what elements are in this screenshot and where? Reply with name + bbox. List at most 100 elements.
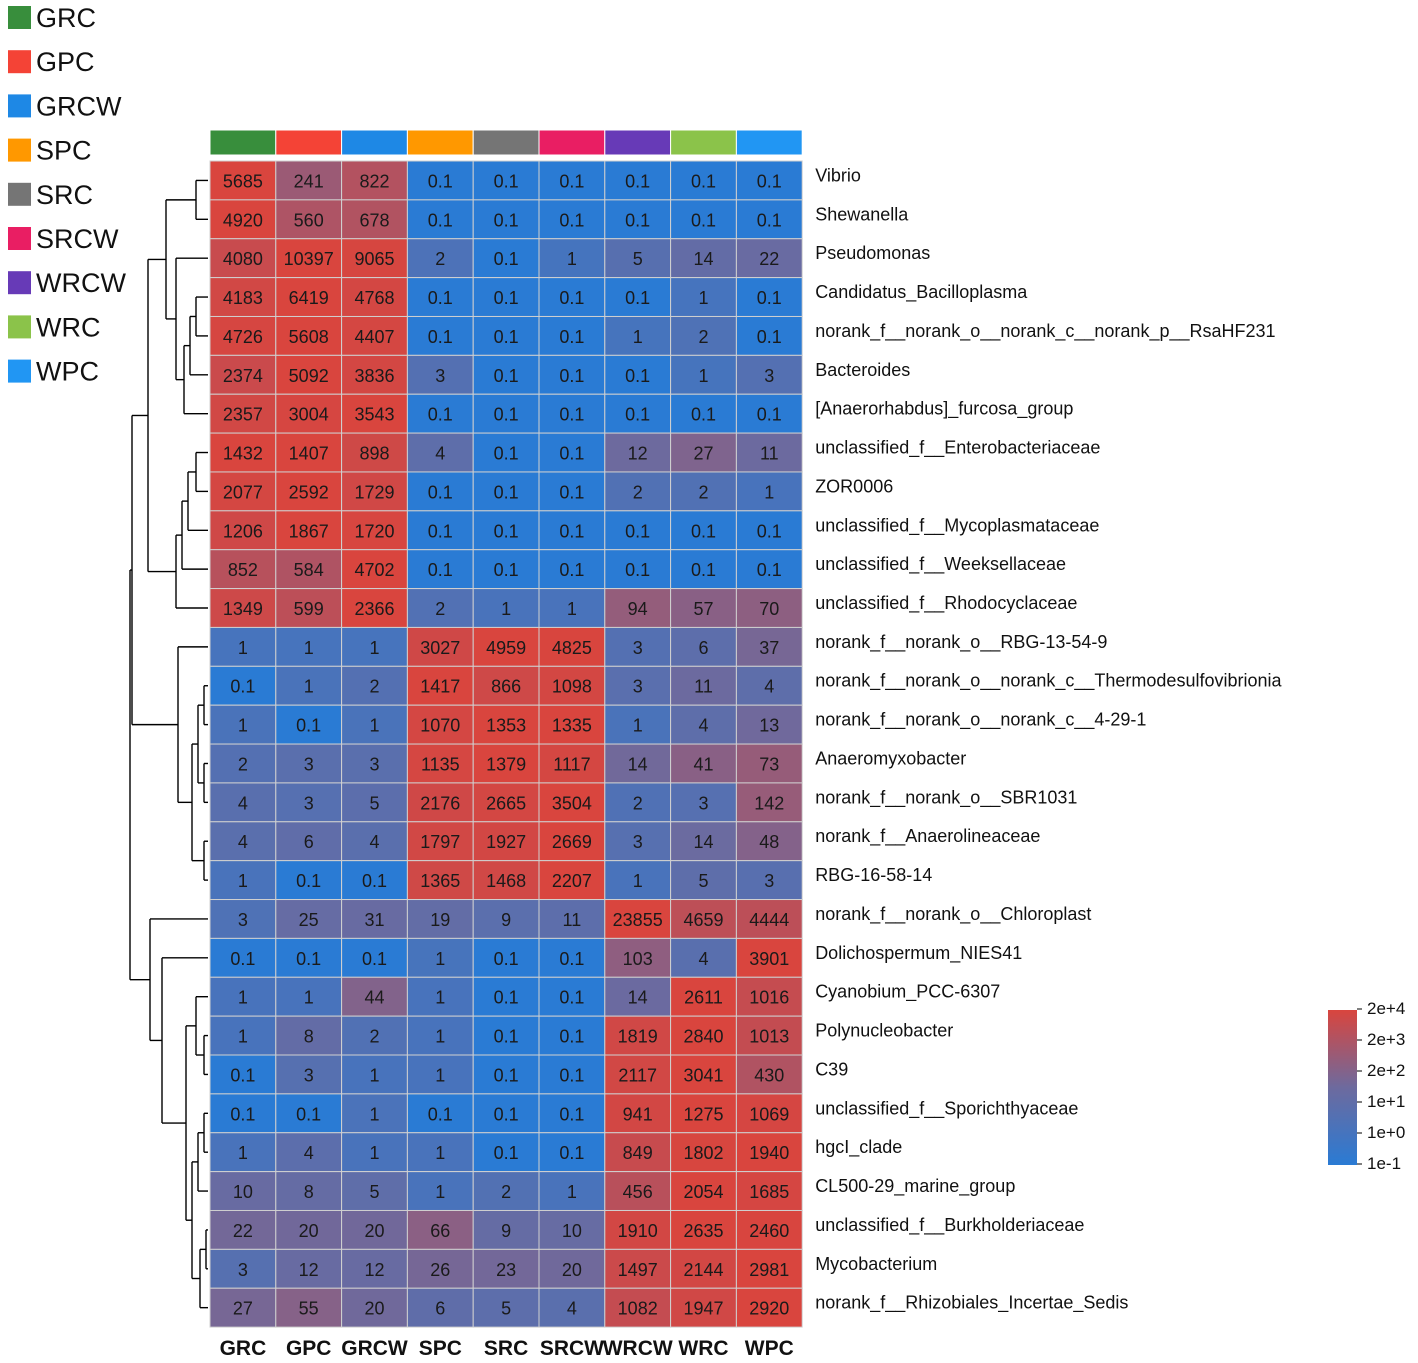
heatmap-cell <box>735 549 803 590</box>
cell-value: 0.1 <box>296 716 321 736</box>
heatmap-cell <box>209 976 277 1017</box>
cell-value: 2669 <box>552 832 592 852</box>
row-label: [Anaerorhabdus]_furcosa_group <box>815 399 1073 420</box>
cell-value: 0.1 <box>757 210 782 230</box>
heatmap-cell <box>735 199 803 240</box>
heatmap-cell <box>406 704 474 745</box>
cell-value: 11 <box>760 444 779 464</box>
heatmap-cell <box>275 782 343 823</box>
heatmap-cell <box>538 665 606 706</box>
cell-value: 1 <box>435 988 445 1008</box>
heatmap-cell <box>209 821 277 862</box>
cell-value: 2357 <box>223 405 263 425</box>
heatmap-cell <box>406 432 474 473</box>
cell-value: 9 <box>501 910 511 930</box>
cell-value: 0.1 <box>230 1065 255 1085</box>
column-label: SRCW <box>540 1337 604 1360</box>
cell-value: 31 <box>364 910 384 930</box>
heatmap-cell <box>209 1054 277 1095</box>
heatmap-cell <box>341 588 408 628</box>
cell-value: 2981 <box>749 1260 789 1280</box>
cell-value: 0.1 <box>428 482 453 502</box>
heatmap-cell <box>275 393 343 434</box>
row-label: norank_f__norank_o__norank_c__4-29-1 <box>815 710 1146 731</box>
heatmap-cell <box>670 160 737 201</box>
cell-value: 0.1 <box>757 521 782 541</box>
heatmap-cell <box>472 1093 540 1134</box>
cell-value: 2117 <box>618 1065 657 1085</box>
cell-value: 0.1 <box>296 871 321 891</box>
cell-value: 2 <box>435 249 445 269</box>
cell-value: 1 <box>238 871 248 891</box>
cell-value: 1 <box>435 949 445 969</box>
heatmap-cell <box>670 354 737 395</box>
heatmap-cell <box>275 588 343 628</box>
row-labels: Vibrio Shewanella Pseudomonas Candidatus_Ba… <box>815 165 1282 1313</box>
cell-value: 1117 <box>553 754 590 774</box>
cell-value: 3 <box>435 366 445 386</box>
cell-value: 6 <box>698 638 708 658</box>
cell-value: 2207 <box>552 871 592 891</box>
cell-value: 2460 <box>749 1221 789 1241</box>
cell-value: 241 <box>294 171 324 191</box>
cell-value: 1497 <box>618 1260 658 1280</box>
column-annotation-cell <box>538 129 606 156</box>
legend-swatch <box>8 182 31 206</box>
heatmap-cell <box>735 1054 803 1095</box>
cell-value: 22 <box>233 1221 253 1241</box>
cell-value: 1 <box>764 482 774 502</box>
heatmap-cell <box>604 626 672 667</box>
cell-value: 0.1 <box>757 327 782 347</box>
cell-value: 1867 <box>289 521 329 541</box>
cell-value: 1069 <box>749 1104 789 1124</box>
heatmap-cell <box>538 549 606 590</box>
legend-swatch <box>8 94 31 118</box>
cell-value: 1 <box>238 1143 248 1163</box>
heatmap-cell <box>472 665 540 706</box>
heatmap-cell <box>604 704 672 745</box>
heatmap-cell <box>735 277 803 317</box>
heatmap-cell <box>735 354 803 395</box>
cell-value: 0.1 <box>757 560 782 580</box>
heatmap-cell <box>538 510 606 551</box>
heatmap-cell <box>209 743 277 784</box>
scale-label: 2e+4 <box>1367 999 1405 1018</box>
heatmap-cell <box>275 1287 343 1328</box>
heatmap-cell <box>275 315 343 356</box>
heatmap-cell <box>604 743 672 784</box>
cell-value: 1070 <box>420 716 460 736</box>
row-dendrogram <box>129 179 208 1309</box>
cell-value: 0.1 <box>494 949 519 969</box>
cell-value: 2176 <box>420 793 460 813</box>
heatmap-cell <box>406 899 474 939</box>
heatmap-cell <box>472 1209 540 1250</box>
cell-value: 0.1 <box>494 249 519 269</box>
heatmap-cell <box>472 1171 540 1211</box>
heatmap-cell <box>341 782 408 823</box>
heatmap-cell <box>735 899 803 939</box>
heatmap-cell <box>209 393 277 434</box>
cell-value: 27 <box>693 444 713 464</box>
heatmap-cell <box>604 1054 672 1095</box>
heatmap-cell <box>670 1171 737 1211</box>
heatmap-cell <box>209 199 277 240</box>
heatmap-cell <box>406 471 474 512</box>
heatmap-cell <box>209 277 277 317</box>
cell-value: 2054 <box>683 1182 723 1202</box>
cell-value: 1 <box>435 1143 445 1163</box>
cell-value: 12 <box>364 1260 384 1280</box>
cell-value: 1 <box>238 716 248 736</box>
heatmap-cell <box>275 976 343 1017</box>
cell-value: 1 <box>501 599 511 619</box>
cell-value: 2840 <box>683 1027 723 1047</box>
heatmap-cell <box>735 160 803 201</box>
cell-value: 1797 <box>420 832 460 852</box>
cell-value: 27 <box>233 1299 253 1319</box>
cell-value: 1 <box>698 366 708 386</box>
column-annotation-cell <box>735 129 803 156</box>
cell-value: 1720 <box>354 521 394 541</box>
cell-value: 1 <box>304 677 314 697</box>
cell-value: 23855 <box>613 910 663 930</box>
row-label: norank_f__norank_o__Chloroplast <box>815 904 1091 925</box>
heatmap-cell <box>538 1093 606 1134</box>
